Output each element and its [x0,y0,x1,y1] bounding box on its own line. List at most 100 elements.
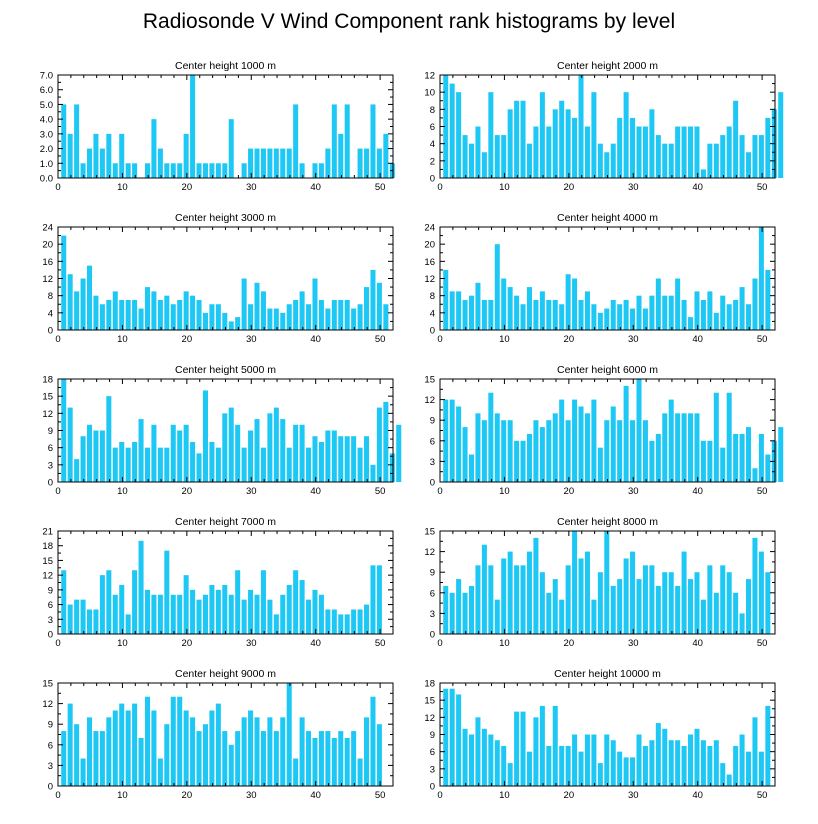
x-tick-label: 0 [55,334,60,345]
histogram-bar [74,459,80,482]
x-tick-label: 30 [628,638,639,649]
histogram-bar [151,291,157,331]
histogram-bar [630,551,636,634]
histogram-bar [675,126,681,178]
y-tick-label: 8 [430,291,435,302]
histogram-bar [364,148,370,178]
y-tick-label: 0 [430,630,435,641]
y-tick-label: 16 [42,257,53,268]
histogram-bar [610,585,616,634]
histogram-bar [293,758,299,786]
histogram-bar [662,295,668,330]
histogram-bar [157,758,163,786]
histogram-bar [93,295,99,330]
histogram-bar [694,126,700,178]
histogram-bar [488,92,494,178]
histogram-bar [514,711,520,786]
histogram-bar [74,724,80,786]
y-tick-label: 9 [430,730,435,741]
histogram-bar [280,594,286,634]
histogram-bar [758,433,764,482]
histogram-bar [507,551,513,634]
histogram-bar [164,447,170,482]
histogram-bar [700,440,706,482]
histogram-bar [164,550,170,634]
histogram-bar [726,392,732,482]
histogram-panel: Center height 9000 m 0 10 20 30 40 50 0 3 6 9 12 15 [42,668,394,801]
histogram-bar [209,710,215,786]
histogram-bar [572,531,578,634]
histogram-bar [99,731,105,786]
y-tick-label: 6 [430,122,435,133]
histogram-bar [86,609,93,634]
histogram-bar [507,109,513,178]
histogram-bar [475,413,481,482]
histogram-bar [273,308,279,330]
histogram-bar [591,599,597,634]
x-tick-label: 40 [692,182,703,193]
histogram-bar [572,278,578,330]
histogram-bar [177,299,183,330]
histogram-bar [468,143,475,178]
histogram-bar [488,565,494,634]
histogram-bar [688,317,694,331]
y-tick-label: 15 [42,392,53,403]
histogram-bar [254,148,260,178]
x-tick-label: 30 [246,334,257,345]
histogram-bar [591,399,597,482]
histogram-bar [449,399,455,482]
histogram-bar [125,710,131,786]
histogram-bar [733,299,739,330]
histogram-bar [604,152,610,178]
x-tick-label: 50 [757,790,768,801]
histogram-bar [86,265,93,331]
histogram-bar [507,763,513,786]
histogram-bar [215,447,221,482]
x-tick-label: 50 [375,182,386,193]
histogram-bar [383,133,389,178]
histogram-bar [364,436,370,482]
histogram-bar [157,447,163,482]
histogram-bar [591,304,597,330]
x-tick-label: 50 [757,182,768,193]
histogram-bar [726,572,732,634]
histogram-bar [248,430,254,482]
y-tick-label: 12 [424,274,435,285]
histogram-bar [196,453,202,482]
y-tick-label: 0 [48,782,53,793]
x-tick-label: 0 [55,638,60,649]
histogram-bar [662,728,668,786]
histogram-bar [565,109,571,178]
histogram-bar [565,420,571,482]
histogram-bar [559,304,565,330]
histogram-bar [675,413,681,482]
histogram-bar [681,413,687,482]
histogram-bar [584,291,590,331]
x-tick-label: 40 [310,790,321,801]
histogram-bar [241,599,247,634]
histogram-bar [119,584,125,634]
x-tick-label: 10 [499,790,510,801]
histogram-bar [312,589,318,634]
histogram-bar [273,731,279,786]
histogram-bar [228,321,234,330]
histogram-bar [752,717,758,786]
histogram-bar [765,269,771,330]
histogram-bar [481,544,487,634]
histogram-bar [733,745,739,786]
x-tick-label: 20 [564,182,575,193]
histogram-bar [642,745,648,786]
histogram-bar [228,407,234,482]
histogram-bar [74,291,80,331]
histogram-bar [325,148,331,178]
histogram-bar [758,551,764,634]
histogram-bar [260,570,266,634]
histogram-bar [604,420,610,482]
histogram-bar [235,731,241,786]
histogram-bar [514,565,520,634]
histogram-bar [138,540,144,634]
histogram-bar [61,731,67,786]
histogram-bar [468,295,475,330]
histogram-bar [344,436,350,482]
histogram-bar [675,585,681,634]
